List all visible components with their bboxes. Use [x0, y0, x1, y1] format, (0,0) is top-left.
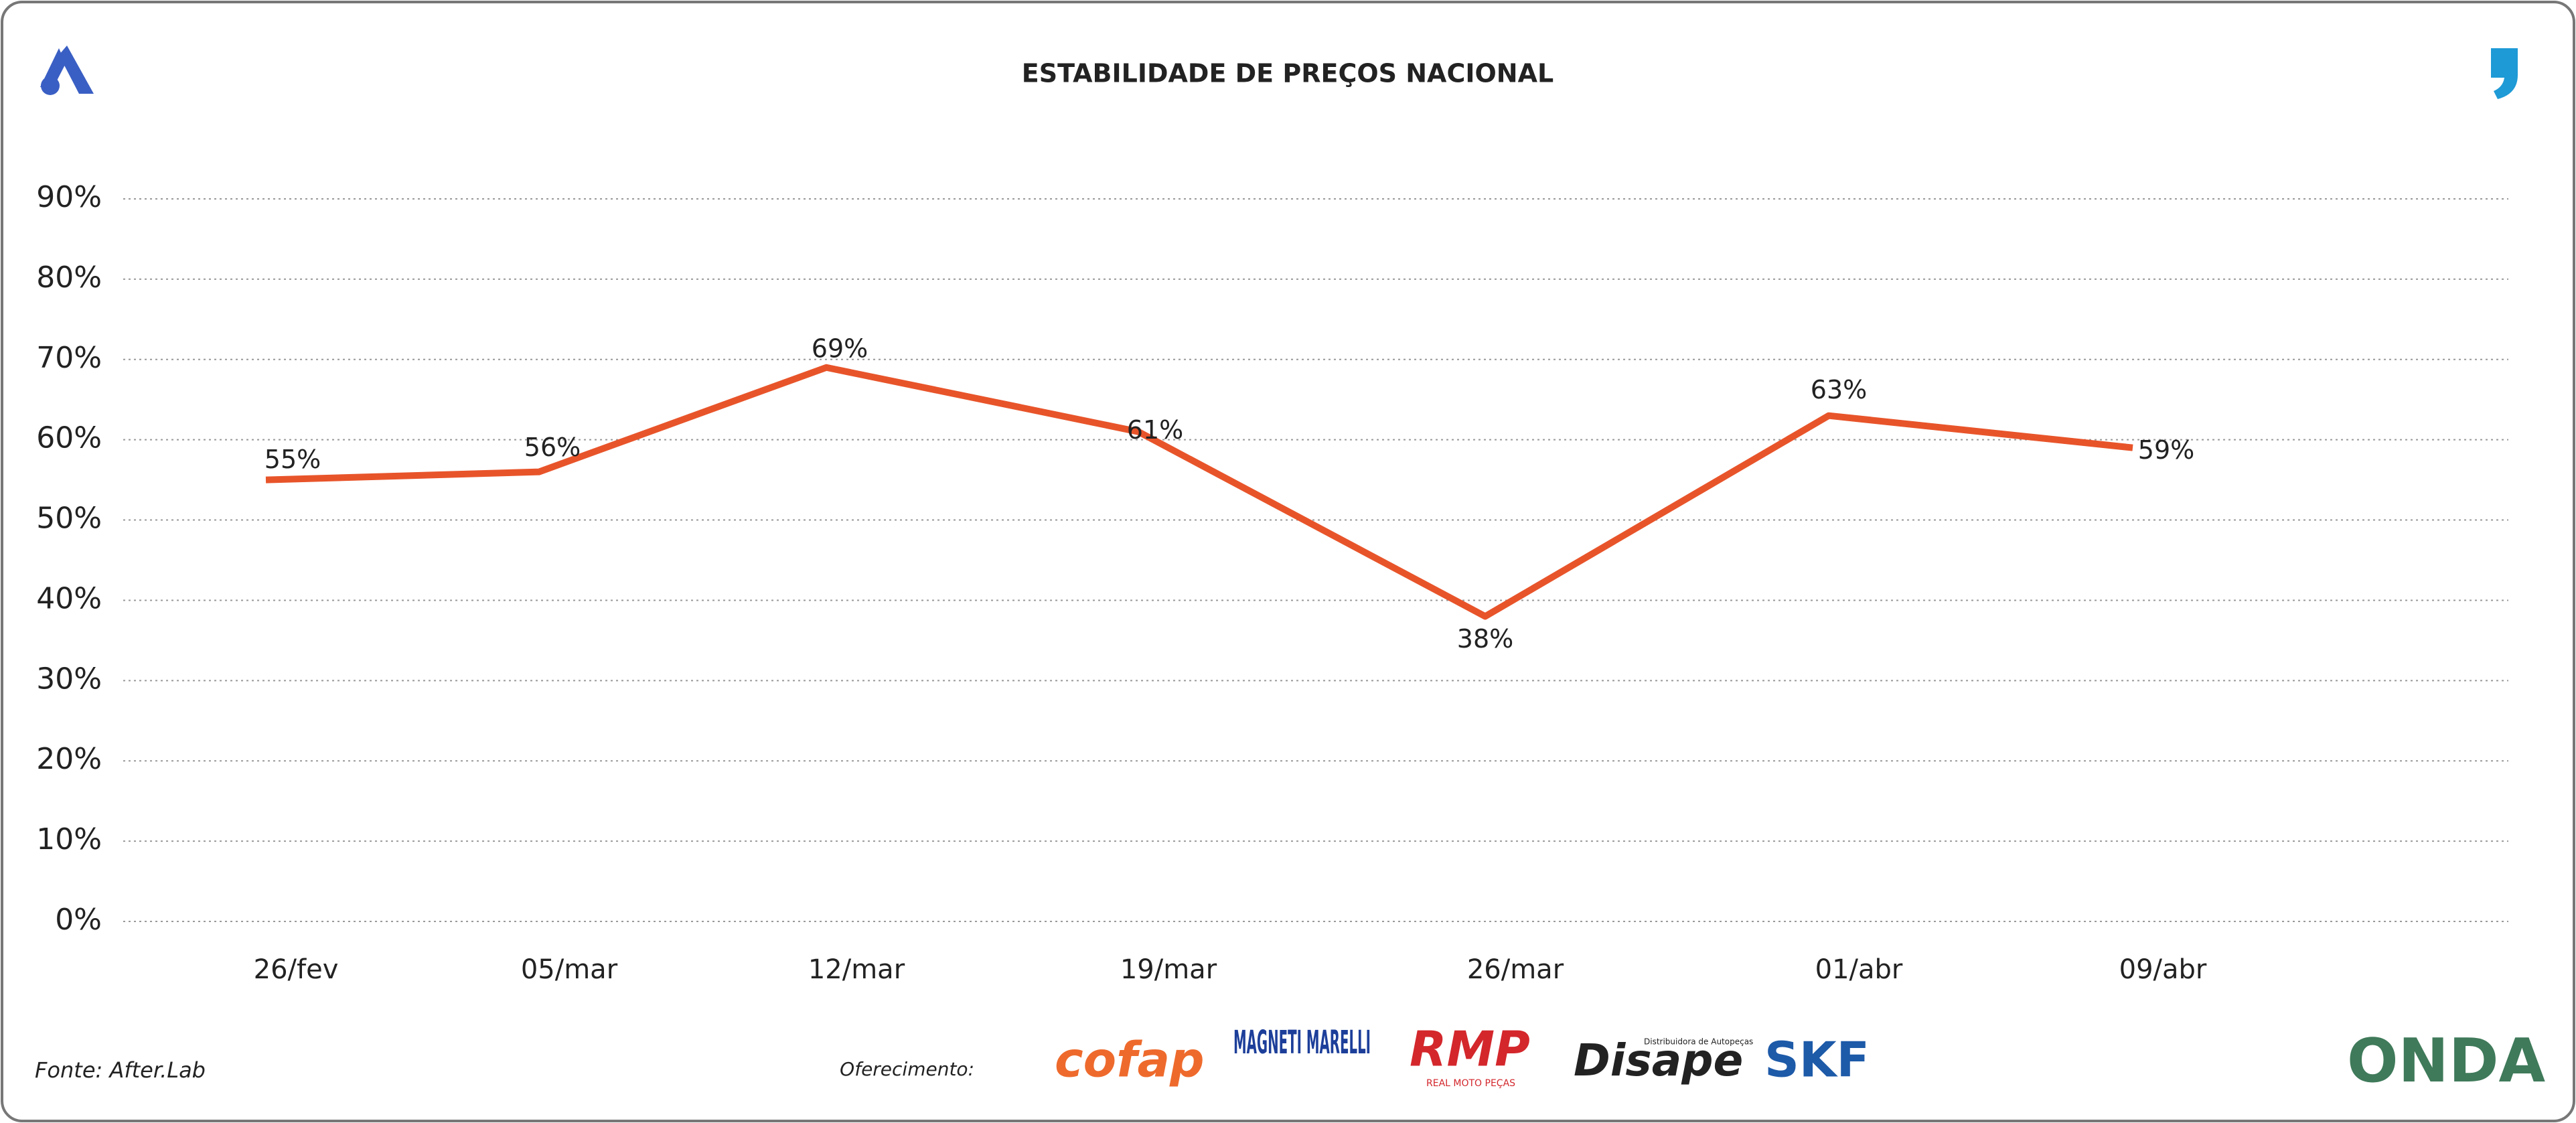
sponsor-label: Oferecimento:	[840, 1058, 974, 1080]
sponsor-logo: Distribuidora de Autopeças	[1644, 1037, 1753, 1047]
value-label: 38%	[1457, 624, 1513, 654]
sponsor-logo: SKF	[1764, 1032, 1870, 1088]
brand-logo: ONDA	[2347, 1026, 2546, 1096]
x-tick-label: 26/mar	[1467, 954, 1564, 985]
chart-title: ESTABILIDADE DE PREÇOS NACIONAL	[1022, 59, 1554, 88]
sponsor-logo: REAL MOTO PEÇAS	[1426, 1078, 1515, 1089]
x-tick-label: 09/abr	[2119, 954, 2207, 985]
x-tick-label: 05/mar	[521, 954, 618, 985]
y-tick-label: 30%	[36, 662, 102, 696]
x-tick-label: 19/mar	[1120, 954, 1217, 985]
value-label: 56%	[524, 433, 581, 462]
value-label: 55%	[264, 445, 321, 474]
y-tick-label: 10%	[36, 822, 102, 856]
value-label: 69%	[812, 333, 868, 363]
logo-right	[2491, 48, 2518, 99]
value-label: 63%	[1811, 375, 1867, 404]
value-label: 59%	[2138, 435, 2194, 465]
y-tick-label: 0%	[55, 903, 102, 937]
x-tick-label: 01/abr	[1815, 954, 1903, 985]
y-tick-label: 80%	[36, 260, 102, 295]
y-tick-label: 50%	[36, 502, 102, 536]
sponsor-logo: MAGNETI MARELLI	[1233, 1024, 1371, 1061]
y-tick-label: 60%	[36, 421, 102, 455]
y-tick-label: 70%	[36, 341, 102, 375]
y-tick-label: 40%	[36, 581, 102, 615]
data-line	[265, 364, 2133, 620]
y-tick-label: 20%	[36, 742, 102, 776]
y-tick-label: 90%	[36, 180, 102, 214]
logo-left	[40, 46, 94, 95]
value-label: 61%	[1127, 415, 1183, 445]
x-tick-label: 12/mar	[808, 954, 905, 985]
sponsor-logo: cofap	[1055, 1032, 1205, 1088]
x-tick-label: 26/fev	[254, 954, 339, 985]
sponsor-logo: RMP	[1410, 1021, 1530, 1077]
source: Fonte: After.Lab	[35, 1057, 206, 1083]
sponsor-logo: Disape	[1574, 1035, 1743, 1086]
